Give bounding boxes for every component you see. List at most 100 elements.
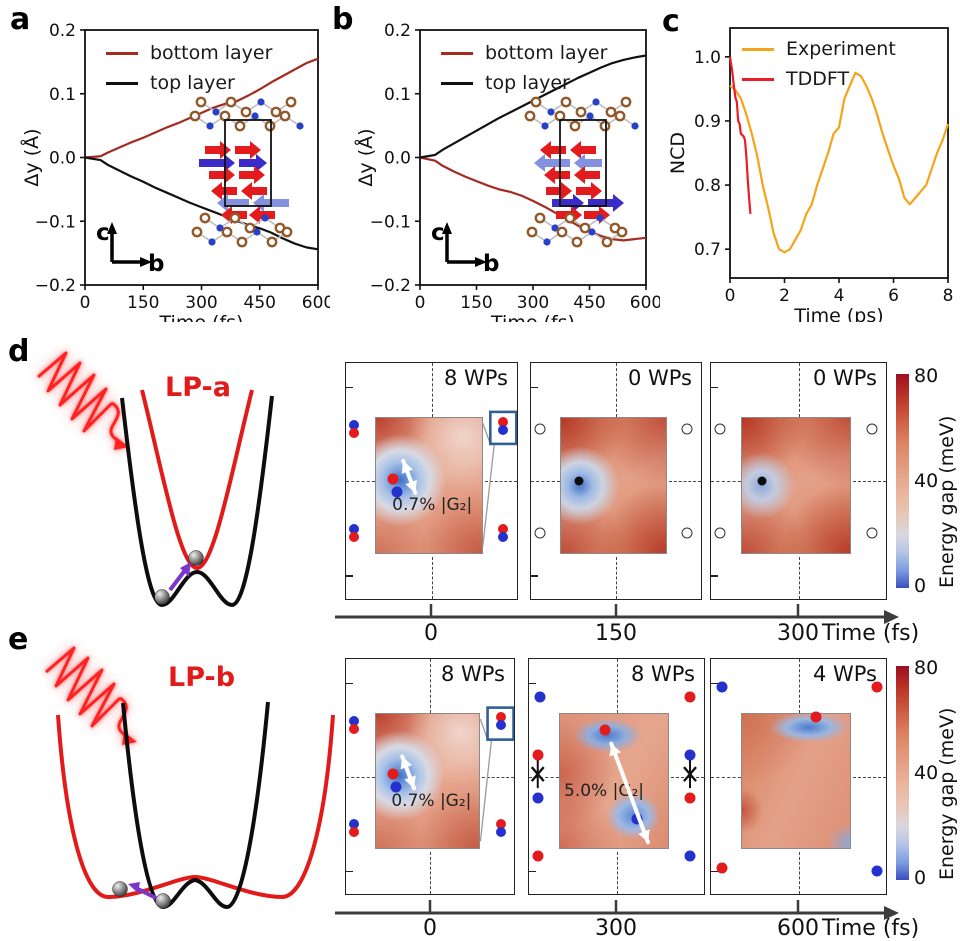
svg-text:6: 6 [888, 286, 899, 306]
red-double-well-curve [56, 714, 335, 900]
panel-b: 0 150 300 450 600 −0.2 −0.1 0.0 0.1 0.2 Time (fs) Δ… [320, 0, 662, 334]
legend-label: bottom layer [485, 42, 608, 64]
legend-swatch-bottom-layer [106, 51, 138, 55]
svg-text:b: b [148, 251, 164, 277]
svg-text:450: 450 [573, 293, 605, 313]
wannier-dot [348, 428, 359, 439]
svg-text:0: 0 [415, 293, 426, 313]
colorbar-tick: 40 [914, 762, 939, 784]
gap-annotation: 5.0% |G₂| [564, 781, 645, 802]
legend-b: bottom layer top layer [441, 38, 607, 98]
wannier-dot [495, 720, 506, 731]
svg-text:0.1: 0.1 [49, 85, 76, 105]
dashed-line [711, 776, 741, 778]
colorbar-tick: 0 [914, 867, 927, 889]
dashed-line [711, 481, 741, 482]
legend-c: Experiment TDDFT [742, 34, 896, 94]
wannier-dot [599, 724, 611, 735]
time-tick-label: 600 [777, 916, 819, 941]
wp-count-label: 4 WPs [812, 662, 877, 686]
panel-a: 0 150 300 450 600 −0.2 −0.1 0.0 0.1 0.2 Time (fs) Δ… [0, 0, 334, 334]
gap-annotation: 0.7% |G₂| [392, 495, 473, 516]
frame-tick [531, 575, 538, 577]
wannier-dot [534, 423, 545, 435]
wannier-dot [532, 792, 544, 804]
colorbar-tick: 80 [914, 657, 939, 679]
svg-text:0.1: 0.1 [384, 85, 411, 105]
legend-item: top layer [441, 68, 607, 98]
svg-text:0.9: 0.9 [694, 112, 721, 132]
dashed-line [798, 851, 800, 894]
wannier-dot [532, 850, 544, 862]
wannier-dot [810, 711, 822, 723]
frame-tick [346, 870, 353, 873]
svg-text:0.8: 0.8 [694, 176, 721, 196]
legend-label: top layer [485, 72, 570, 94]
dashed-line [431, 556, 433, 599]
svg-text:c: c [431, 220, 445, 246]
svg-text:2: 2 [779, 286, 790, 306]
energy-gap-heatmap [375, 417, 483, 555]
dashed-line [531, 481, 560, 482]
wp-panel-d-300fs: 0 WPs [710, 362, 887, 600]
colorbar-tick: 0 [914, 575, 927, 597]
svg-text:c: c [96, 220, 110, 246]
svg-text:0: 0 [80, 293, 91, 313]
wannier-dot [871, 681, 883, 693]
frame-tick [529, 870, 536, 873]
legend-label: bottom layer [150, 42, 273, 64]
svg-text:150: 150 [127, 293, 159, 313]
frame-tick [711, 682, 718, 685]
svg-text:450: 450 [244, 293, 276, 313]
wannier-dot [495, 819, 506, 830]
time-tick-label: 0 [424, 621, 438, 646]
dashed-line [852, 776, 886, 778]
panel-letter-e: e [8, 622, 29, 657]
black-double-well-curve [121, 701, 270, 910]
time-axis-unit: Time (fs) [822, 621, 920, 646]
legend-label: top layer [150, 72, 235, 94]
wannier-dot [684, 749, 696, 761]
panel-letter-c: c [662, 4, 680, 39]
lp-b-label: LP-b [168, 662, 236, 693]
wannier-dot [757, 476, 767, 486]
frame-tick [346, 682, 353, 685]
black-double-well-curve [120, 395, 274, 608]
wp-count-label: 8 WPs [630, 662, 695, 686]
wp-count-label: 8 WPs [443, 366, 508, 390]
colorbar-d [896, 374, 909, 588]
legend-swatch-top-layer [441, 81, 473, 85]
crystal-structure-inset [524, 96, 639, 248]
energy-gap-heatmap [559, 417, 667, 555]
time-axis-d [335, 604, 899, 624]
wannier-dot [348, 715, 359, 726]
wannier-dot [681, 423, 693, 435]
gap-annotation: 0.7% |G₂| [391, 790, 472, 811]
svg-text:150: 150 [460, 293, 492, 313]
laser-pulse-icon [37, 351, 129, 450]
wannier-dot [714, 423, 726, 435]
wannier-dot [534, 527, 545, 539]
svg-text:Time (ps): Time (ps) [793, 305, 883, 322]
panel-letter-a: a [10, 2, 31, 37]
wp-panel-e-600fs: 4 WPs [710, 658, 887, 895]
wannier-dot [498, 531, 509, 542]
schematic-lp-b [56, 701, 335, 910]
dashed-line [482, 776, 514, 778]
ball [155, 893, 171, 909]
dashed-line [670, 776, 704, 778]
dashed-line [431, 363, 433, 418]
legend-swatch-top-layer [106, 81, 138, 85]
frame-tick [531, 386, 538, 389]
time-tick-label: 150 [595, 621, 637, 646]
energy-gap-heatmap [740, 417, 851, 555]
wp-panel-d-0fs: 8 WPs 0.7% |G₂| [345, 362, 518, 600]
wannier-dot [498, 424, 509, 435]
time-axis-e [335, 900, 899, 920]
svg-text:−0.1: −0.1 [370, 212, 411, 232]
wannier-dot [684, 792, 696, 804]
wannier-dot [532, 749, 544, 761]
ball [188, 550, 204, 566]
time-tick-label: 300 [595, 916, 637, 941]
